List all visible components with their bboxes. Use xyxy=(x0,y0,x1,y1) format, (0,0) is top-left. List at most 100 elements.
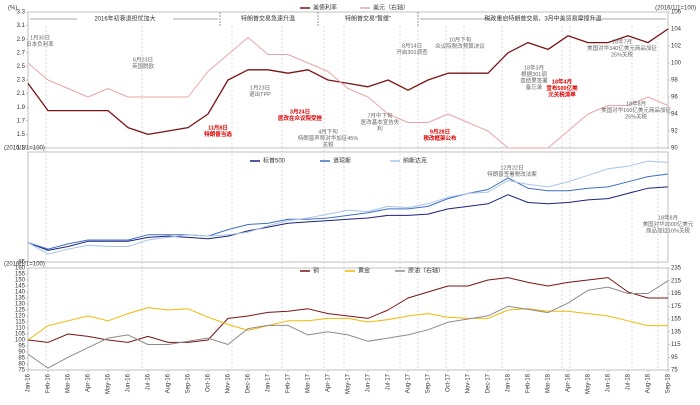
annotation: 退出TPP xyxy=(249,90,271,98)
x-tick-label: May-16 xyxy=(106,373,112,394)
phase-bg xyxy=(77,15,173,23)
x-tick-label: Sep-18 xyxy=(666,373,672,393)
annotation: 1月30日 xyxy=(30,34,50,41)
annotation: 4月下旬 xyxy=(318,127,338,135)
annotation: 9月28日 xyxy=(430,127,450,135)
annotation: 特朗普当选 xyxy=(204,130,232,138)
y-tick-label: 140 xyxy=(15,290,26,296)
y-tick-label: 1.5 xyxy=(17,132,26,138)
annotation: 英国脱欧 xyxy=(132,62,155,70)
annotation: 25%关税 xyxy=(625,112,648,120)
x-tick-label: Mar-18 xyxy=(546,373,552,393)
annotation: 商品加征10%关税 xyxy=(646,226,691,234)
x-tick-label: Apr-16 xyxy=(86,373,92,392)
y-tick-label: 80 xyxy=(18,362,25,368)
series-line xyxy=(27,160,669,255)
series-line xyxy=(27,37,669,149)
x-tick-label: Jun-16 xyxy=(126,373,132,392)
annotation: 备忘录 xyxy=(526,83,543,91)
x-tick-label: Aug-18 xyxy=(646,373,652,393)
y-tick-label: 155 xyxy=(15,272,26,278)
phase-bg xyxy=(320,15,416,23)
y-tick-label: 1.3 xyxy=(17,146,26,152)
y-tick-label: 120 xyxy=(15,314,26,320)
phase-bg xyxy=(495,15,591,23)
y2-tick-label: 235 xyxy=(671,266,682,272)
x-tick-label: May-17 xyxy=(346,373,352,394)
x-tick-label: Jan-18 xyxy=(506,373,512,392)
annotation: 6月23日 xyxy=(133,56,153,63)
x-tick-label: Jan-17 xyxy=(266,373,272,392)
phase-label: 2016年初衰退担忧加大 xyxy=(94,15,155,23)
annotation: 关税 xyxy=(322,140,334,148)
y-tick-label: 90 xyxy=(18,350,25,356)
y-axis-label: (2016/1/1=100) xyxy=(4,146,45,152)
x-tick-label: Nov-16 xyxy=(226,373,232,393)
y-tick-label: 110 xyxy=(15,326,25,332)
y-tick-label: 105 xyxy=(15,332,26,338)
annotation: 18年8月 xyxy=(658,213,678,221)
annotation: 医改基本宣告失 xyxy=(361,118,400,126)
x-tick-label: Aug-17 xyxy=(406,373,412,393)
y2-tick-label: 135 xyxy=(671,329,682,335)
annotation: 美国对华340亿美元商品加征 xyxy=(587,44,657,52)
y-tick-label: 3.1 xyxy=(17,23,26,29)
x-tick-label: Jul-16 xyxy=(146,373,152,390)
x-tick-label: Sep-17 xyxy=(426,373,432,393)
y2-tick-label: 95 xyxy=(671,355,678,361)
series-line xyxy=(27,307,668,341)
annotation: 18年7月 xyxy=(612,37,632,45)
annotation: 利 xyxy=(377,124,383,132)
annotation: 特朗普签署税改法案 xyxy=(487,170,537,178)
annotation: 3月24日 xyxy=(290,107,310,115)
x-tick-label: Jul-17 xyxy=(386,373,392,390)
series-line xyxy=(27,280,669,369)
y-tick-label: 1.9 xyxy=(17,105,26,111)
annotation: 特朗普声称对华加征45% xyxy=(298,134,359,142)
y-axis-label: (%) xyxy=(8,6,17,12)
annotation: 18年3月 xyxy=(524,63,544,71)
annotation: 元关税清单 xyxy=(548,90,576,98)
y2-axis-label: (2016/1/1=100) xyxy=(655,6,696,12)
phase-label: 特朗普交易“暂缓” xyxy=(345,15,391,23)
legend-label: 道琼斯 xyxy=(333,157,351,165)
phase-label: 特朗普交易急速升温 xyxy=(241,15,295,23)
y2-tick-label: 96 xyxy=(671,95,678,101)
series-line xyxy=(27,28,669,136)
annotation: 1月23日 xyxy=(250,84,270,91)
y2-tick-label: 75 xyxy=(671,368,678,374)
y-tick-label: 1.7 xyxy=(17,118,26,124)
y-tick-label: 2.5 xyxy=(17,64,26,70)
phase-label: 税改重启特朗普交易、3月中美贸易摩擦升温 xyxy=(484,15,601,23)
x-tick-label: Mar-17 xyxy=(306,373,312,393)
y-tick-label: 3.3 xyxy=(17,10,26,16)
legend-label: 黄金 xyxy=(358,267,370,275)
y-tick-label: 2.1 xyxy=(17,91,26,97)
x-tick-label: Oct-16 xyxy=(206,373,212,392)
y-tick-label: 85 xyxy=(18,356,25,362)
y-tick-label: 95 xyxy=(18,344,25,350)
x-tick-label: Mar-16 xyxy=(66,373,72,393)
y2-tick-label: 100 xyxy=(671,61,682,67)
y-tick-label: 125 xyxy=(15,308,26,314)
x-tick-label: Sep-16 xyxy=(186,373,192,393)
annotation: 医改在众议院受挫 xyxy=(278,114,323,122)
y2-tick-label: 92 xyxy=(671,129,678,135)
y2-tick-label: 90 xyxy=(671,146,678,152)
y-tick-label: 2.7 xyxy=(17,50,26,56)
y-tick-label: 130 xyxy=(15,302,26,308)
annotation: 查结果签署 xyxy=(520,76,548,84)
y2-tick-label: 98 xyxy=(671,78,678,84)
y-tick-label: 85 xyxy=(18,260,25,266)
y2-tick-label: 215 xyxy=(671,278,682,284)
y2-tick-label: 102 xyxy=(671,44,682,50)
y-tick-label: 135 xyxy=(15,296,26,302)
x-tick-label: Jan-16 xyxy=(26,373,32,392)
x-tick-label: Nov-17 xyxy=(466,373,472,393)
annotation: 日本负利率 xyxy=(26,40,54,48)
x-tick-label: Apr-17 xyxy=(326,373,332,392)
legend-label: 美债利率 xyxy=(313,4,337,12)
y2-tick-label: 175 xyxy=(671,304,682,310)
x-tick-label: Aug-16 xyxy=(166,373,172,393)
